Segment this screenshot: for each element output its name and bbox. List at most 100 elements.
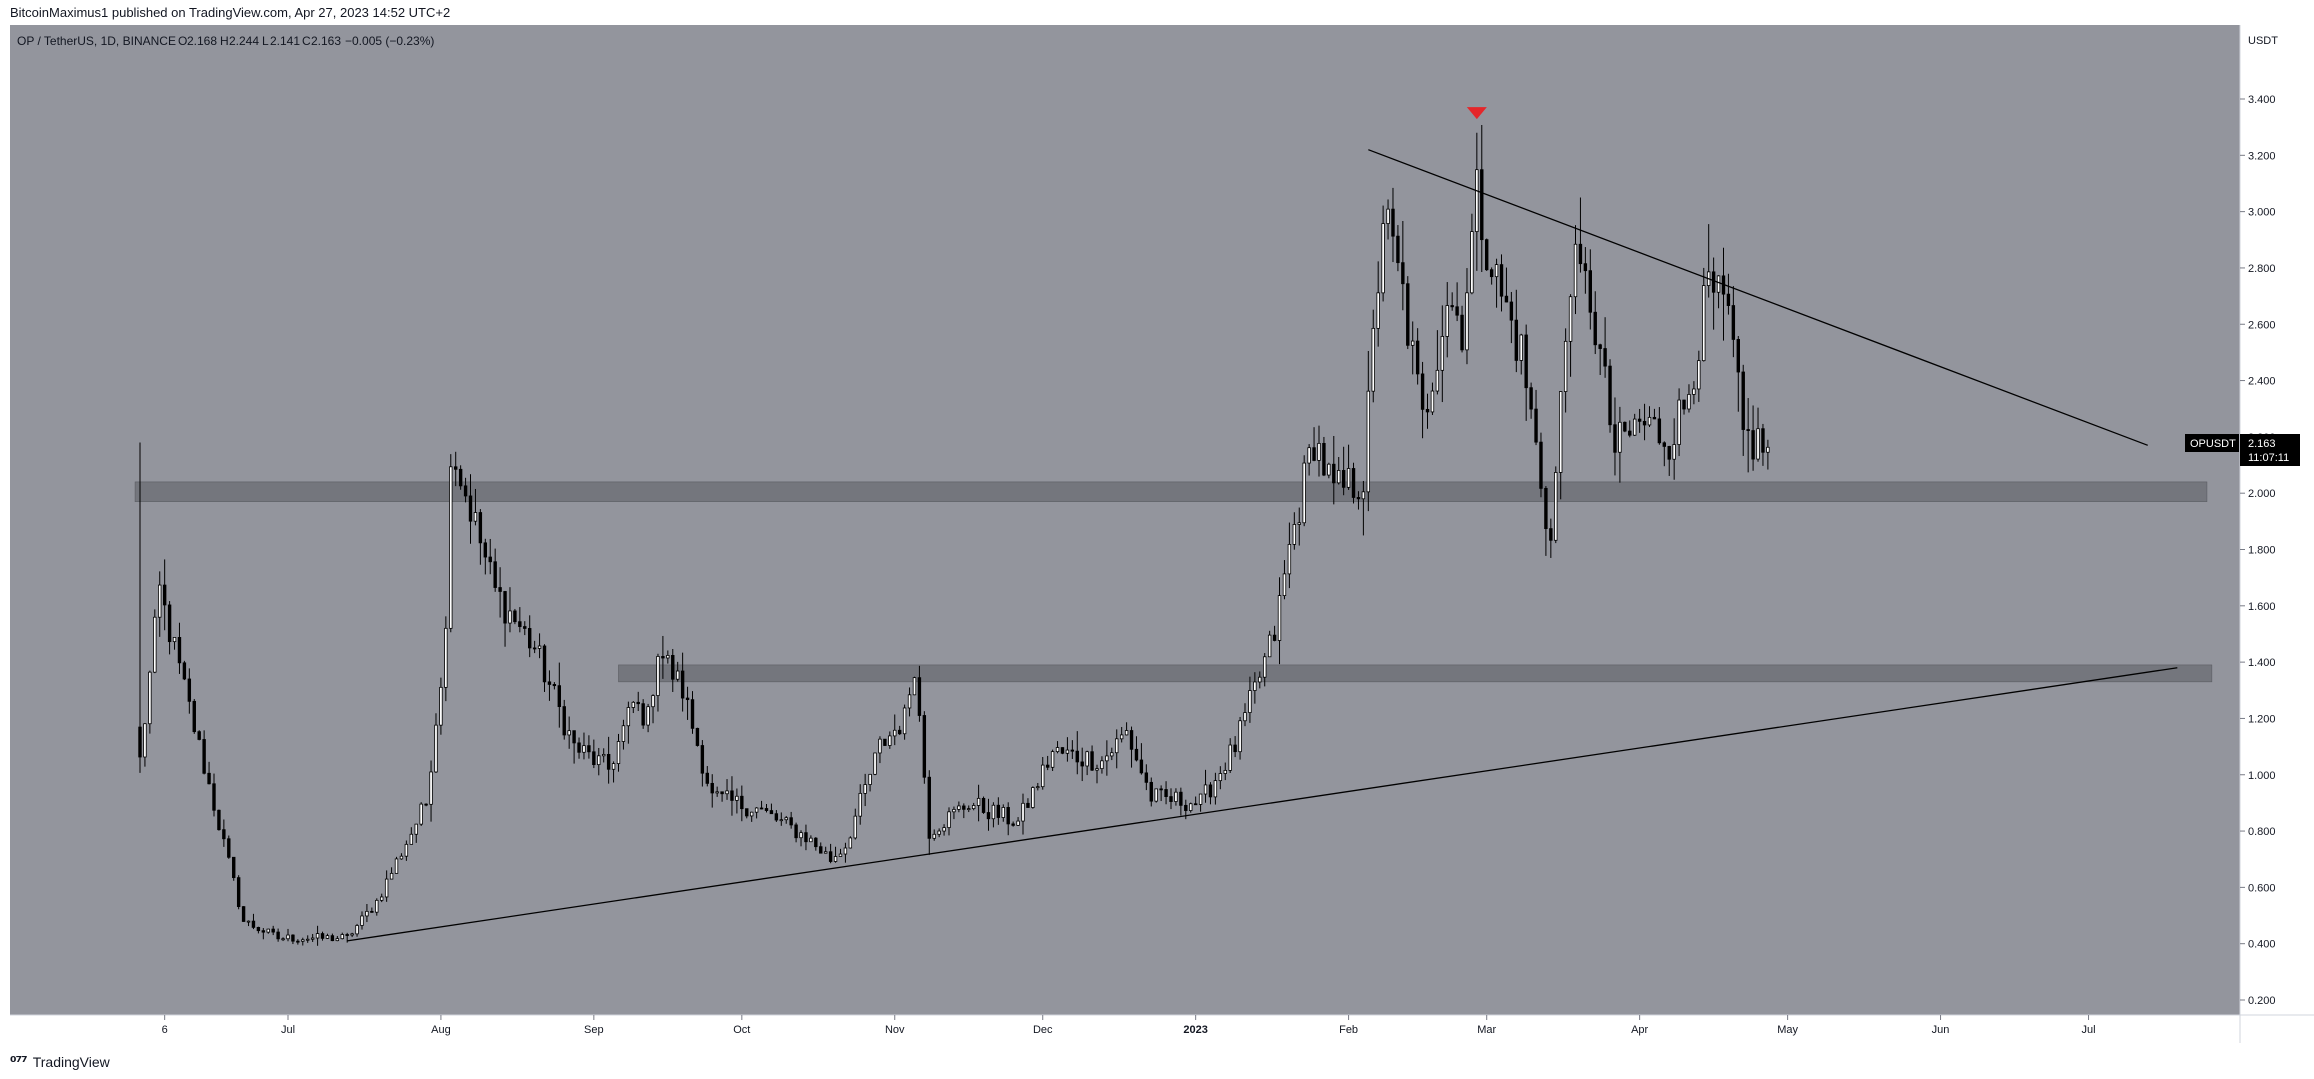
candle-body xyxy=(567,730,571,736)
x-tick-label: Jul xyxy=(2082,1024,2096,1036)
support-zones xyxy=(134,481,2213,683)
candle-body xyxy=(907,694,912,709)
y-tick-label: 3.400 xyxy=(2248,94,2276,106)
candle-body xyxy=(330,935,335,942)
candle-body xyxy=(1282,573,1287,597)
candle-body xyxy=(158,584,162,618)
candle-body xyxy=(434,724,438,773)
candle-body xyxy=(291,934,295,942)
candle-body xyxy=(1411,340,1415,346)
x-tick-label: Jul xyxy=(281,1024,295,1036)
candle-body xyxy=(1075,750,1079,763)
candle-body xyxy=(754,807,759,813)
legend-change: −0.005 (−0.23%) xyxy=(345,34,434,48)
candle-body xyxy=(1223,769,1227,774)
candle-body xyxy=(281,938,285,941)
candle-body xyxy=(513,610,517,623)
candle-body xyxy=(1435,369,1440,392)
candle-body xyxy=(419,803,423,825)
tradingview-logo[interactable]: ⁰⁷⁷ TradingView xyxy=(10,1053,110,1071)
trendlines-layer xyxy=(347,149,2178,942)
candle-body xyxy=(1292,524,1297,545)
candle-body xyxy=(1489,269,1494,278)
candle-body xyxy=(1761,428,1765,453)
candle-body xyxy=(503,591,507,624)
candle-body xyxy=(779,819,783,822)
candle-body xyxy=(380,896,384,901)
candle-body xyxy=(1351,468,1356,498)
candle-body xyxy=(1105,755,1109,762)
candle-body xyxy=(774,813,779,821)
candle-body xyxy=(1702,285,1706,362)
candle-body xyxy=(1203,784,1208,795)
candle-body xyxy=(1632,418,1637,436)
candle-body xyxy=(705,772,709,784)
candle-body xyxy=(1618,421,1622,453)
candle-body xyxy=(414,823,418,835)
candle-body xyxy=(1065,749,1070,754)
candle-body xyxy=(335,938,340,942)
y-tick-label: 1.200 xyxy=(2248,713,2276,725)
candle-body xyxy=(749,811,754,817)
candle-body xyxy=(996,804,1001,818)
candle-body xyxy=(320,933,325,939)
candle-body xyxy=(1198,793,1203,805)
price-axis[interactable]: 0.200 0.400 0.600 0.800 1.000 1.200 1.400 1.600… xyxy=(2240,94,2276,1007)
candle-body xyxy=(389,872,394,880)
candle-body xyxy=(745,808,749,817)
candle-body xyxy=(217,809,221,831)
candle-body xyxy=(848,837,853,849)
candle-body xyxy=(740,795,744,810)
candle-body xyxy=(261,930,266,933)
candlestick-chart[interactable]: 0.200 0.400 0.600 0.800 1.000 1.200 1.400 1.600… xyxy=(0,25,2314,1043)
candle-body xyxy=(1628,430,1632,436)
candle-body xyxy=(1095,768,1099,771)
candle-body xyxy=(1756,428,1760,460)
candle-body xyxy=(1060,747,1065,754)
candle-body xyxy=(572,730,576,744)
candle-body xyxy=(1716,275,1721,293)
candle-body xyxy=(606,753,611,770)
candle-body xyxy=(394,858,399,874)
candle-body xyxy=(1396,235,1400,264)
x-tick-label: Aug xyxy=(431,1024,451,1036)
chart-frame[interactable]: 0.200 0.400 0.600 0.800 1.000 1.200 1.400 1.600… xyxy=(0,25,2314,1043)
candle-body xyxy=(1154,788,1158,802)
signal-marker-layer xyxy=(1466,107,1487,120)
candle-body xyxy=(1420,373,1425,410)
candle-body xyxy=(1499,264,1504,297)
candle-body xyxy=(922,715,927,778)
candle-body xyxy=(266,928,270,933)
candle-body xyxy=(1193,803,1198,806)
candle-body xyxy=(1711,271,1716,293)
candle-body xyxy=(962,805,966,810)
candle-body xyxy=(1667,446,1671,460)
candle-body xyxy=(1346,468,1351,488)
candle-body xyxy=(1583,263,1588,272)
symbol-badge-text: OPUSDT xyxy=(2190,438,2236,450)
candle-body xyxy=(1115,738,1119,754)
candle-body xyxy=(424,803,428,806)
candle-body xyxy=(1573,243,1578,298)
candle-body xyxy=(1731,305,1736,340)
candle-body xyxy=(976,797,981,806)
candle-body xyxy=(1524,334,1528,389)
candle-body xyxy=(715,791,719,794)
candle-body xyxy=(1050,751,1055,768)
time-axis[interactable]: 6 Jul Aug Sep Oct Nov Dec 2023 Feb Mar Apr May Jun Ju… xyxy=(162,1015,2096,1036)
candle-body xyxy=(1159,788,1163,791)
legend-open-value: 2.168 xyxy=(187,34,217,48)
candle-body xyxy=(809,837,813,843)
legend-symbol: OP / TetherUS, 1D, BINANCE xyxy=(17,34,176,48)
candle-body xyxy=(636,701,640,705)
legend-high-label: H xyxy=(220,34,229,48)
candle-body xyxy=(814,837,818,848)
candle-body xyxy=(1312,447,1316,461)
candle-body xyxy=(947,811,951,829)
candle-body xyxy=(784,817,788,821)
x-tick-label: Dec xyxy=(1033,1024,1053,1036)
candle-body xyxy=(251,920,256,928)
candle-body xyxy=(345,934,349,936)
candle-body xyxy=(942,827,946,832)
candle-body xyxy=(542,645,547,683)
